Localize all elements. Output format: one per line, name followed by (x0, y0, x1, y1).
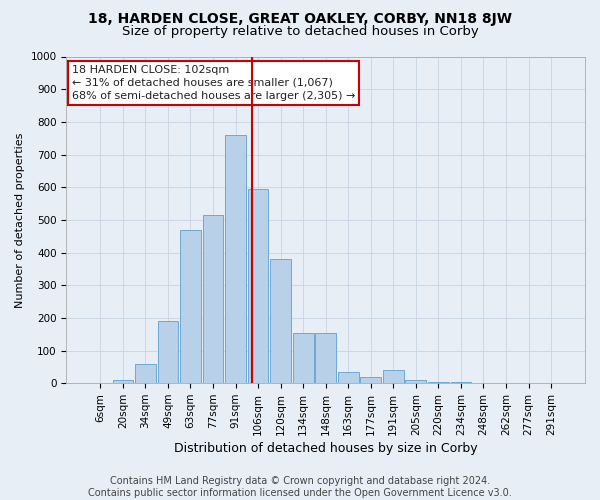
Bar (406, 380, 426, 383)
Bar (428, 382, 449, 383)
Bar (316, 332, 336, 383)
Text: 18, HARDEN CLOSE, GREAT OAKLEY, CORBY, NN18 8JW: 18, HARDEN CLOSE, GREAT OAKLEY, CORBY, N… (88, 12, 512, 26)
Bar (451, 382, 471, 383)
Bar (135, 364, 156, 383)
Bar (225, 135, 246, 383)
Bar (361, 376, 381, 383)
Bar (158, 321, 178, 383)
X-axis label: Distribution of detached houses by size in Corby: Distribution of detached houses by size … (174, 442, 478, 455)
Bar (248, 189, 268, 383)
Bar (473, 382, 494, 383)
Text: 18 HARDEN CLOSE: 102sqm
← 31% of detached houses are smaller (1,067)
68% of semi: 18 HARDEN CLOSE: 102sqm ← 31% of detache… (71, 64, 355, 101)
Text: Contains HM Land Registry data © Crown copyright and database right 2024.
Contai: Contains HM Land Registry data © Crown c… (88, 476, 512, 498)
Y-axis label: Number of detached properties: Number of detached properties (15, 132, 25, 308)
Bar (203, 215, 223, 383)
Bar (383, 370, 404, 383)
Bar (338, 372, 359, 383)
Text: Size of property relative to detached houses in Corby: Size of property relative to detached ho… (122, 25, 478, 38)
Bar (180, 230, 201, 383)
Bar (270, 259, 291, 383)
Bar (113, 380, 133, 383)
Bar (293, 332, 314, 383)
